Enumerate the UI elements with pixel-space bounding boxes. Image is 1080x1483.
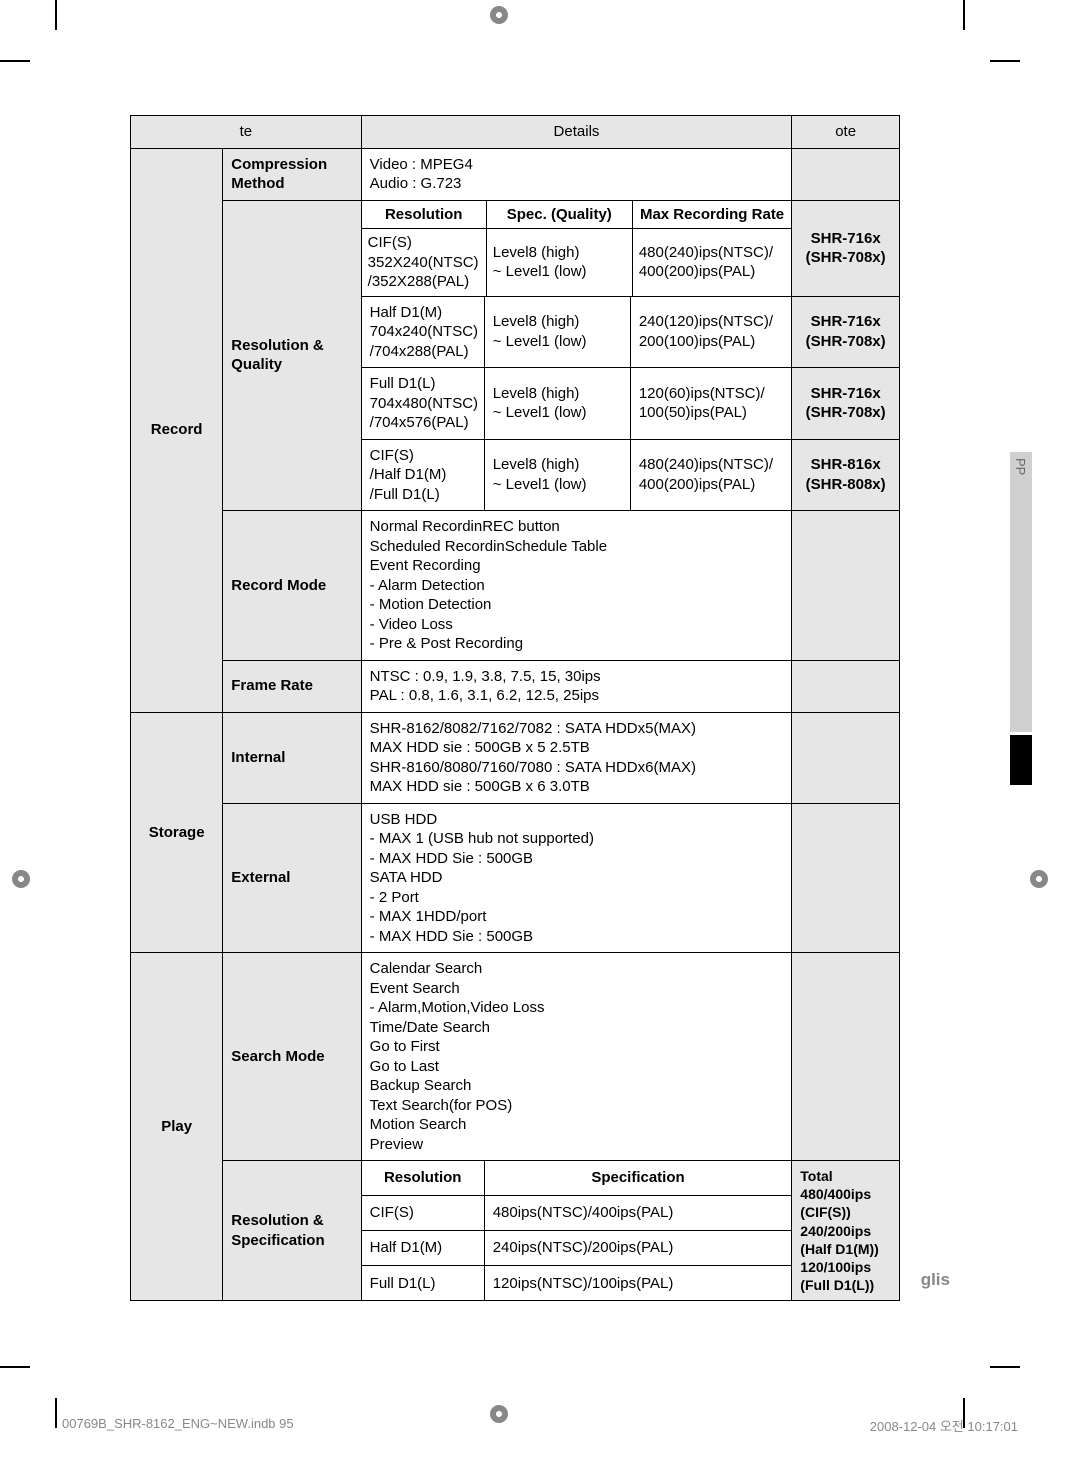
- resq-inner-wrap: Resolution Spec. (Quality) Max Recording…: [361, 200, 792, 296]
- resq-r1-rate: 240(120)ips(NTSC)/ 200(100)ips(PAL): [630, 296, 791, 368]
- value-frame: NTSC : 0.9, 1.9, 3.8, 7.5, 15, 30ips PAL…: [361, 660, 792, 712]
- label-external: External: [223, 803, 361, 953]
- footer-left: 00769B_SHR-8162_ENG~NEW.indb 95: [62, 1416, 294, 1435]
- side-tab: [1010, 452, 1032, 732]
- resq-r2-spec: Level8 (high) ~ Level1 (low): [484, 368, 630, 440]
- specification-table: te Details ote Record Compression Method…: [130, 115, 900, 1301]
- label-internal: Internal: [223, 712, 361, 803]
- resq-r2-res: Full D1(L) 704x480(NTSC) /704x576(PAL): [361, 368, 484, 440]
- label-frame: Frame Rate: [223, 660, 361, 712]
- crop-mark: [55, 0, 57, 30]
- resq-h3: Max Recording Rate: [632, 201, 791, 229]
- registration-mark-icon: [1030, 870, 1048, 888]
- crop-mark: [55, 1398, 57, 1428]
- crop-mark: [990, 1366, 1020, 1368]
- header-details: Details: [361, 116, 792, 149]
- resspec-r1-spec: 240ips(NTSC)/200ips(PAL): [484, 1231, 792, 1266]
- label-resspec: Resolution & Specification: [223, 1161, 361, 1301]
- category-storage: Storage: [131, 712, 223, 953]
- note-empty4: [792, 712, 900, 803]
- resq-r1-note: SHR-716x (SHR-708x): [792, 296, 900, 368]
- note-empty3: [792, 660, 900, 712]
- resspec-note: Total 480/400ips (CIF(S)) 240/200ips (Ha…: [792, 1161, 900, 1301]
- resspec-r0-res: CIF(S): [361, 1196, 484, 1231]
- label-compression: Compression Method: [223, 148, 361, 200]
- label-recmode: Record Mode: [223, 511, 361, 661]
- category-play: Play: [131, 953, 223, 1301]
- label-search: Search Mode: [223, 953, 361, 1161]
- side-tab-text: PP: [1013, 458, 1028, 475]
- value-external: USB HDD - MAX 1 (USB hub not supported) …: [361, 803, 792, 953]
- resq-r0-spec: Level8 (high) ~ Level1 (low): [486, 229, 632, 296]
- value-compression: Video : MPEG4 Audio : G.723: [361, 148, 792, 200]
- registration-mark-icon: [490, 6, 508, 24]
- resq-r2-rate: 120(60)ips(NTSC)/ 100(50)ips(PAL): [630, 368, 791, 440]
- resq-r3-spec: Level8 (high) ~ Level1 (low): [484, 439, 630, 511]
- resspec-r0-spec: 480ips(NTSC)/400ips(PAL): [484, 1196, 792, 1231]
- resq-r3-note: SHR-816x (SHR-808x): [792, 439, 900, 511]
- resq-r0-rate: 480(240)ips(NTSC)/ 400(200)ips(PAL): [632, 229, 791, 296]
- resq-r0-note: SHR-716x (SHR-708x): [792, 200, 900, 296]
- category-record: Record: [131, 148, 223, 712]
- header-note: ote: [792, 116, 900, 149]
- resq-r2-note: SHR-716x (SHR-708x): [792, 368, 900, 440]
- resq-r3-res: CIF(S) /Half D1(M) /Full D1(L): [361, 439, 484, 511]
- resspec-r2-spec: 120ips(NTSC)/100ips(PAL): [484, 1266, 792, 1301]
- resq-r0-res: CIF(S) 352X240(NTSC) /352X288(PAL): [362, 229, 487, 296]
- resspec-h1: Resolution: [361, 1161, 484, 1196]
- crop-mark: [0, 60, 30, 62]
- label-resq: Resolution & Quality: [223, 200, 361, 511]
- value-internal: SHR-8162/8082/7162/7082 : SATA HDDx5(MAX…: [361, 712, 792, 803]
- footer-right: 2008-12-04 오전 10:17:01: [870, 1416, 1018, 1435]
- resspec-h2: Specification: [484, 1161, 792, 1196]
- value-recmode: Normal RecordinREC button Scheduled Reco…: [361, 511, 792, 661]
- resq-r1-res: Half D1(M) 704x240(NTSC) /704x288(PAL): [361, 296, 484, 368]
- header-item: te: [131, 116, 362, 149]
- crop-mark: [0, 1366, 30, 1368]
- crop-mark: [963, 0, 965, 30]
- note-empty2: [792, 511, 900, 661]
- registration-mark-icon: [12, 870, 30, 888]
- crop-mark: [990, 60, 1020, 62]
- resspec-r1-res: Half D1(M): [361, 1231, 484, 1266]
- note-empty5: [792, 803, 900, 953]
- resq-inner-table: Resolution Spec. (Quality) Max Recording…: [362, 201, 792, 296]
- note-empty6: [792, 953, 900, 1161]
- side-tab-black: [1010, 735, 1032, 785]
- value-search: Calendar Search Event Search - Alarm,Mot…: [361, 953, 792, 1161]
- resq-h1: Resolution: [362, 201, 487, 229]
- footer-bar: 00769B_SHR-8162_ENG~NEW.indb 95 2008-12-…: [62, 1416, 1018, 1435]
- spec-page: te Details ote Record Compression Method…: [130, 115, 900, 1301]
- resq-r3-rate: 480(240)ips(NTSC)/ 400(200)ips(PAL): [630, 439, 791, 511]
- footer-lang: glis: [921, 1270, 950, 1290]
- resq-h2: Spec. (Quality): [486, 201, 632, 229]
- resspec-r2-res: Full D1(L): [361, 1266, 484, 1301]
- resq-r1-spec: Level8 (high) ~ Level1 (low): [484, 296, 630, 368]
- note-empty: [792, 148, 900, 200]
